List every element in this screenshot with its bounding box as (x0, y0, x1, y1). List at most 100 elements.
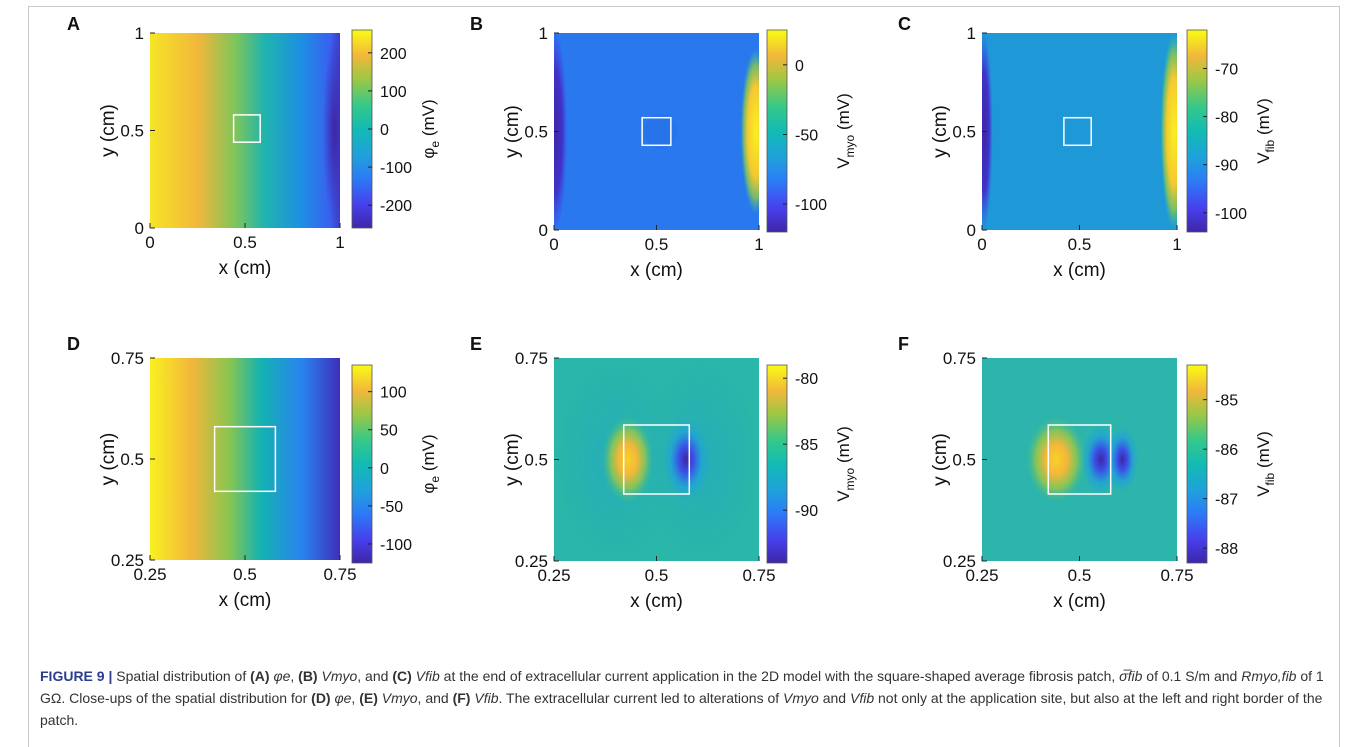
caption-ref-a: (A) (250, 668, 270, 684)
panel-e: E 0.25 0.5 0.75 0.75 0.5 0.25 x (cm) y (cm) -80 -8… (470, 334, 857, 612)
caption-sym: Vfib (849, 690, 875, 706)
panel-f: F 0.25 0.5 0.75 0.75 0.5 0.25 x (cm) y (cm) -85 -8… (898, 334, 1277, 612)
colorbar-tick-label: -85 (1215, 393, 1238, 410)
colorbar-tick-label: 200 (380, 46, 407, 63)
caption-sym: φe (334, 690, 352, 706)
y-tick-label: 0 (967, 221, 976, 240)
caption-sym: Vfib (415, 668, 440, 684)
fibrosis-patch-outline (213, 425, 277, 493)
panel-b: B 0 0.5 1 1 0.5 0 x (cm) y (cm) 0 -50 -100 Vmyo (mV) (470, 14, 857, 281)
y-axis-label: y (cm) (98, 104, 119, 157)
caption-text: , (351, 690, 356, 706)
y-tick-label: 1 (135, 24, 144, 43)
y-tick-label: 0 (135, 219, 144, 238)
field-minimum (322, 36, 340, 225)
panel-letter: A (67, 14, 80, 34)
y-tick-label: 0.5 (952, 123, 976, 142)
y-tick-label: 0 (539, 221, 548, 240)
field-maximum (601, 414, 655, 505)
heatmap-field (554, 358, 759, 561)
y-axis-label: y (cm) (502, 105, 523, 158)
heatmap-field (150, 358, 340, 560)
x-axis-label: x (cm) (1053, 591, 1106, 612)
colorbar (351, 364, 373, 564)
caption-sym: Vmyo (783, 690, 819, 706)
caption-sym: Vmyo (321, 668, 358, 684)
y-tick-label: 1 (967, 24, 976, 43)
y-tick-label: 1 (539, 24, 548, 43)
y-tick-label: 0.5 (524, 451, 548, 470)
x-tick-label: 0.25 (965, 566, 998, 585)
field-patch-shade (644, 113, 677, 150)
x-axis-label: x (cm) (219, 258, 272, 279)
colorbar (1186, 364, 1208, 564)
caption-ref-e: (E) (359, 690, 378, 706)
caption-text: of 0.1 S/m and (1142, 668, 1242, 684)
heatmap-field (982, 33, 1177, 230)
colorbar-tick-label: 0 (380, 461, 389, 478)
caption-text: and (818, 690, 850, 706)
field-minimum (663, 418, 709, 501)
caption-ref-c: (C) (392, 668, 412, 684)
colorbar-tick-label: -200 (380, 198, 412, 215)
x-axis-label: x (cm) (630, 591, 683, 612)
fibrosis-patch-outline (1063, 116, 1092, 147)
x-tick-label: 0.75 (323, 565, 356, 584)
colorbar-label: Vfib (mV) (1254, 431, 1277, 497)
x-tick-label: 0.5 (645, 235, 669, 254)
colorbar-tick-label: -87 (1215, 492, 1238, 509)
caption-sym: Vmyo (381, 690, 418, 706)
colorbar-tick-label: 50 (380, 423, 398, 440)
panel-letter: D (67, 334, 80, 354)
panel-letter: F (898, 334, 909, 354)
colorbar-tick-label: -100 (380, 160, 412, 177)
colorbar-tick-label: -50 (795, 127, 818, 144)
colorbar-label: Vmyo (mV) (834, 426, 857, 502)
caption-text: , (290, 668, 295, 684)
y-tick-label: 0.5 (952, 451, 976, 470)
colorbar-tick-label: -90 (1215, 158, 1238, 175)
caption-ref-d: (D) (311, 690, 331, 706)
caption-text: at the end of extracellular current appl… (439, 668, 1120, 684)
x-tick-label: 0.5 (645, 566, 669, 585)
colorbar-tick-label: -86 (1215, 442, 1238, 459)
field-minimum (554, 33, 568, 230)
x-tick-label: 0.5 (233, 565, 257, 584)
field-background (982, 33, 1177, 230)
caption-text: not only at the application site, but al… (40, 690, 1323, 728)
caption-sym: φe (273, 668, 291, 684)
y-tick-label: 0.75 (111, 349, 144, 368)
x-axis-label: x (cm) (1053, 260, 1106, 281)
caption-sym: Vfib (474, 690, 499, 706)
x-tick-label: 0.75 (1160, 566, 1193, 585)
field-maximum (1160, 33, 1177, 230)
x-tick-label: 1 (754, 235, 763, 254)
heatmap-field (554, 33, 759, 230)
y-tick-label: 0.75 (943, 349, 976, 368)
colorbar-tick-label: -90 (795, 503, 818, 520)
panel-letter: B (470, 14, 483, 34)
y-tick-label: 0.5 (524, 123, 548, 142)
figure-caption: FIGURE 9 | Spatial distribution of (A) φ… (40, 665, 1340, 731)
y-tick-label: 0.25 (943, 552, 976, 571)
colorbar-tick-label: 0 (380, 122, 389, 139)
colorbar-tick-label: 100 (380, 385, 407, 402)
y-axis-label: y (cm) (930, 433, 951, 486)
field-minimum (982, 33, 993, 230)
colorbar-label: φe (mV) (419, 99, 442, 158)
field-minimum (1106, 427, 1138, 492)
colorbar (766, 29, 788, 233)
y-tick-label: 0.5 (120, 122, 144, 141)
caption-ref-b: (B) (298, 668, 318, 684)
colorbar-tick-label: 100 (380, 84, 407, 101)
fibrosis-patch-outline (232, 114, 261, 143)
x-tick-label: 0 (977, 235, 986, 254)
caption-ref-f: (F) (452, 690, 471, 706)
colorbar-tick-label: -100 (795, 197, 827, 214)
caption-sym: σ̅fib (1119, 668, 1143, 684)
caption-text: , and (357, 668, 393, 684)
caption-text: . The extracellular current led to alter… (498, 690, 784, 706)
x-axis-label: x (cm) (219, 590, 272, 611)
heatmap-field (982, 358, 1177, 561)
caption-text: , and (417, 690, 453, 706)
